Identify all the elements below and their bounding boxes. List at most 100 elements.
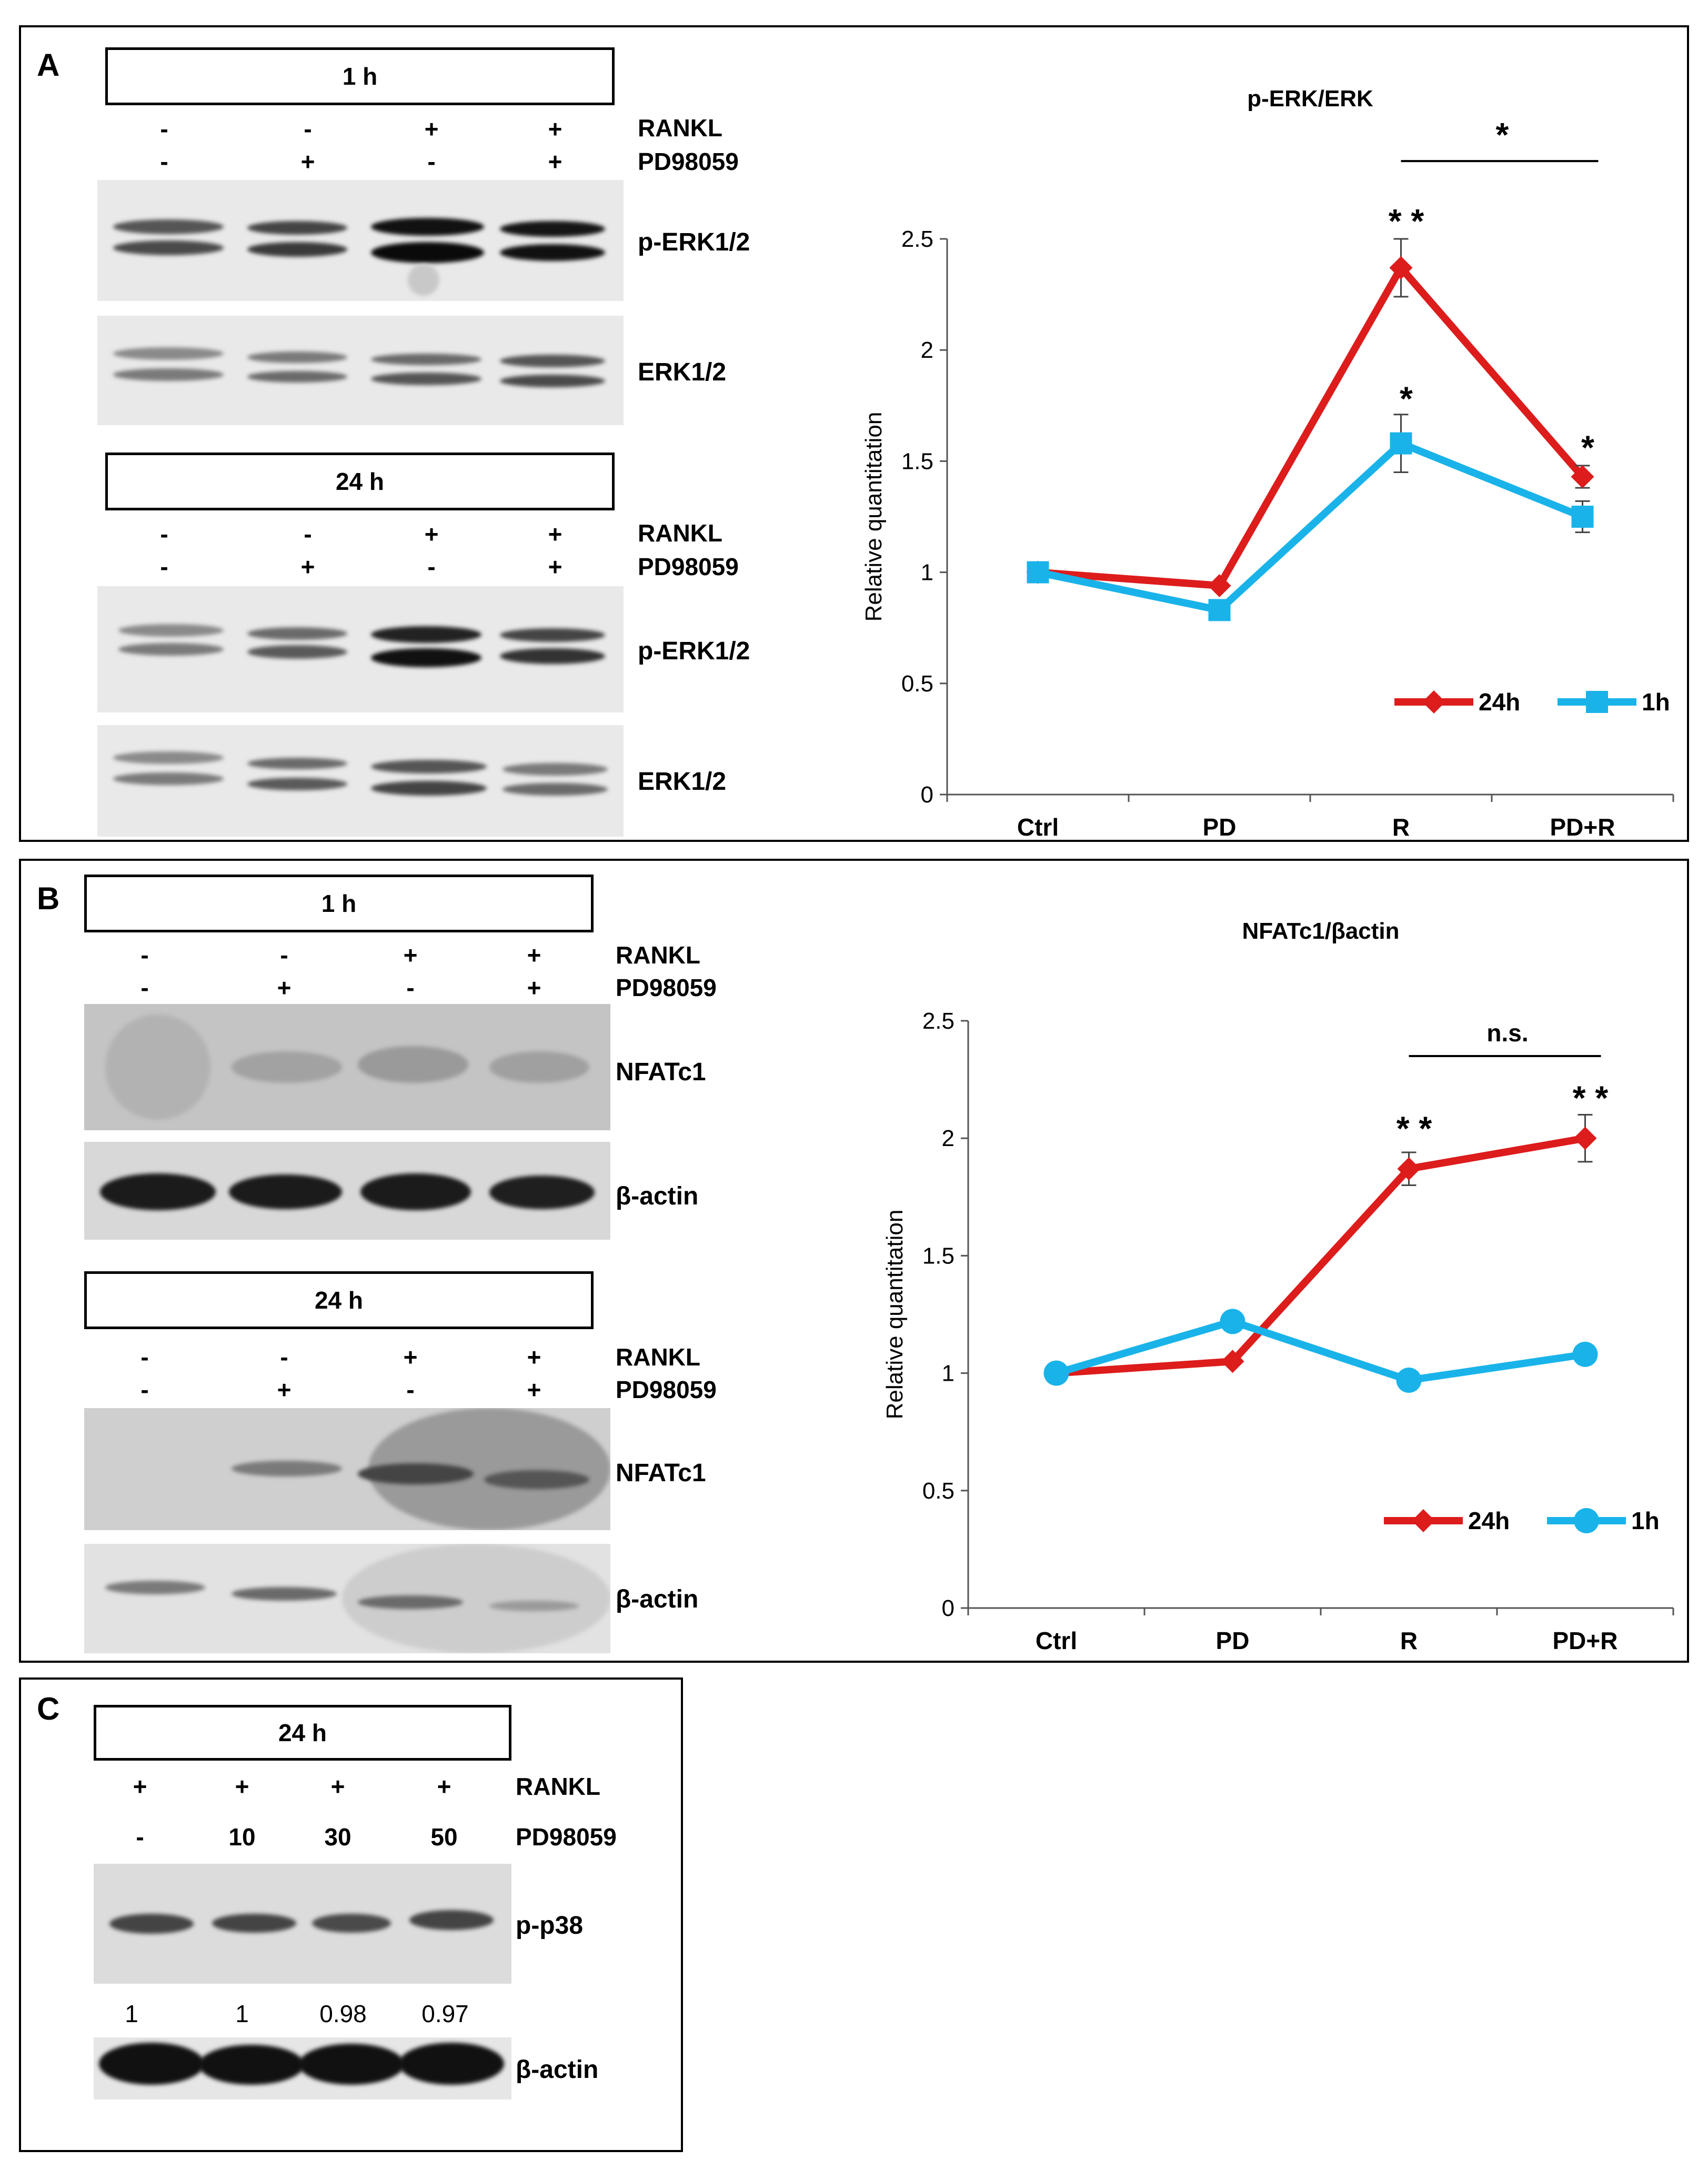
panel-a: A 1 h - - + + RANKL - + - + PD98059 p-ER… xyxy=(19,25,1689,842)
rankl-sign: + xyxy=(235,1773,249,1800)
pd-sign: - xyxy=(140,1376,149,1403)
panel-label: C xyxy=(37,1691,60,1726)
pd98059-label: PD98059 xyxy=(638,553,739,580)
panel-label: A xyxy=(37,47,60,83)
band-label: β-actin xyxy=(516,2056,599,2084)
data-point-1h xyxy=(1396,1367,1422,1393)
rankl-sign: - xyxy=(304,115,312,143)
quant-value: 1 xyxy=(125,2000,138,2027)
chart-perk-erk: p-ERK/ERK 0 0.5 1 1.5 2 2.5 Relative quantitati… xyxy=(861,86,1674,838)
rankl-label: RANKL xyxy=(516,1773,600,1800)
data-point-1h xyxy=(1208,599,1231,621)
chart-title: p-ERK/ERK xyxy=(1247,86,1373,112)
rankl-sign: - xyxy=(304,520,312,548)
pd-sign: + xyxy=(300,553,315,580)
y-tick-label: 2.5 xyxy=(922,1008,955,1034)
time-box: 24 h xyxy=(94,1705,511,1761)
pd98059-label: PD98059 xyxy=(516,1823,617,1851)
rankl-label: RANKL xyxy=(638,519,722,547)
pd-sign: - xyxy=(406,1376,415,1403)
rankl-sign: - xyxy=(280,1343,288,1371)
y-tick-label: 2.5 xyxy=(901,226,933,252)
blot-image-nfatc1-24h xyxy=(84,1408,610,1530)
significance-label: * * xyxy=(1396,1109,1432,1147)
pd-dose: - xyxy=(136,1823,144,1851)
blot-image-pp38 xyxy=(94,1864,511,1984)
blot-image-perk-24h xyxy=(97,586,624,712)
y-tick-label: 2 xyxy=(942,1126,955,1151)
pd-sign: + xyxy=(527,1376,541,1403)
x-tick-label: PD xyxy=(1203,813,1237,838)
y-tick-label: 0.5 xyxy=(922,1478,955,1504)
data-point-24h xyxy=(1208,574,1231,597)
rankl-label: RANKL xyxy=(638,114,722,142)
x-tick-label: R xyxy=(1400,1627,1418,1654)
chart-title: NFATc1/βactin xyxy=(1242,918,1399,944)
rankl-sign: + xyxy=(330,1773,345,1800)
band-label: ERK1/2 xyxy=(638,358,727,386)
panel-label: B xyxy=(37,881,60,916)
quant-value: 0.98 xyxy=(319,2000,367,2027)
x-tick-label: PD+R xyxy=(1550,813,1615,838)
rankl-sign: + xyxy=(403,1343,418,1371)
data-point-1h xyxy=(1043,1360,1069,1386)
rankl-sign: + xyxy=(548,520,562,548)
x-tick-label: PD xyxy=(1216,1627,1250,1654)
band-label: NFATc1 xyxy=(616,1058,706,1086)
data-point-1h xyxy=(1390,432,1412,455)
rankl-sign: - xyxy=(140,941,149,969)
data-point-1h xyxy=(1027,561,1049,584)
rankl-sign: + xyxy=(527,1343,541,1371)
pd-sign: + xyxy=(277,1376,292,1403)
significance-label: * xyxy=(1400,380,1413,418)
pd-sign: - xyxy=(406,974,415,1001)
panel-b: B 1 h - - + + RANKL - + - + PD98059 NFAT… xyxy=(19,859,1689,1663)
y-tick-label: 1 xyxy=(921,560,933,586)
band-label: β-actin xyxy=(616,1182,699,1210)
data-point-24h xyxy=(1221,1350,1244,1373)
y-axis-label: Relative quantitation xyxy=(882,1210,908,1420)
rankl-sign: + xyxy=(424,520,439,548)
x-tick-label: Ctrl xyxy=(1036,1627,1077,1654)
band-label: NFATc1 xyxy=(616,1459,706,1487)
pd-sign: + xyxy=(527,974,541,1001)
pd-sign: + xyxy=(277,974,292,1001)
x-tick-label: PD+R xyxy=(1553,1627,1618,1654)
pd-sign: - xyxy=(160,553,168,580)
data-point-24h xyxy=(1573,1127,1597,1150)
rankl-sign: + xyxy=(424,115,439,143)
y-tick-label: 0.5 xyxy=(901,671,933,697)
pd-sign: + xyxy=(300,148,315,175)
rankl-label: RANKL xyxy=(616,1343,700,1371)
legend-label: 1h xyxy=(1642,688,1670,716)
pd-sign: - xyxy=(427,148,436,175)
pd-sign: - xyxy=(140,974,149,1001)
blot-image-nfatc1-1h xyxy=(84,1004,610,1130)
rankl-sign: - xyxy=(140,1343,149,1371)
rankl-sign: + xyxy=(437,1773,451,1800)
band-label: ERK1/2 xyxy=(638,768,727,796)
legend-label: 1h xyxy=(1631,1507,1660,1534)
significance-label: * xyxy=(1496,116,1509,154)
pd-sign: + xyxy=(548,148,562,175)
x-tick-label: Ctrl xyxy=(1017,813,1059,838)
pd98059-label: PD98059 xyxy=(638,148,739,175)
pd-dose: 10 xyxy=(228,1823,256,1851)
y-tick-label: 1 xyxy=(942,1361,955,1387)
legend-marker-1h xyxy=(1586,691,1608,713)
significance-label: n.s. xyxy=(1486,1019,1528,1047)
panel-c: C 24 h + + + + RANKL - 10 30 50 PD98059 … xyxy=(19,1677,683,2152)
data-point-24h xyxy=(1389,256,1413,279)
data-point-24h xyxy=(1571,465,1594,488)
time-box: 24 h xyxy=(84,1271,594,1329)
y-axis-label: Relative quantitation xyxy=(861,412,887,622)
legend-marker-1h xyxy=(1574,1508,1599,1533)
band-label: β-actin xyxy=(616,1585,699,1613)
rankl-sign: + xyxy=(548,115,562,143)
pd-sign: + xyxy=(548,553,562,580)
time-box: 1 h xyxy=(84,875,594,932)
series-line-24h xyxy=(1056,1134,1586,1377)
blot-image-bactin-c xyxy=(94,2037,511,2099)
quant-value: 1 xyxy=(235,2000,249,2027)
blot-image-erk-24h xyxy=(97,725,624,837)
